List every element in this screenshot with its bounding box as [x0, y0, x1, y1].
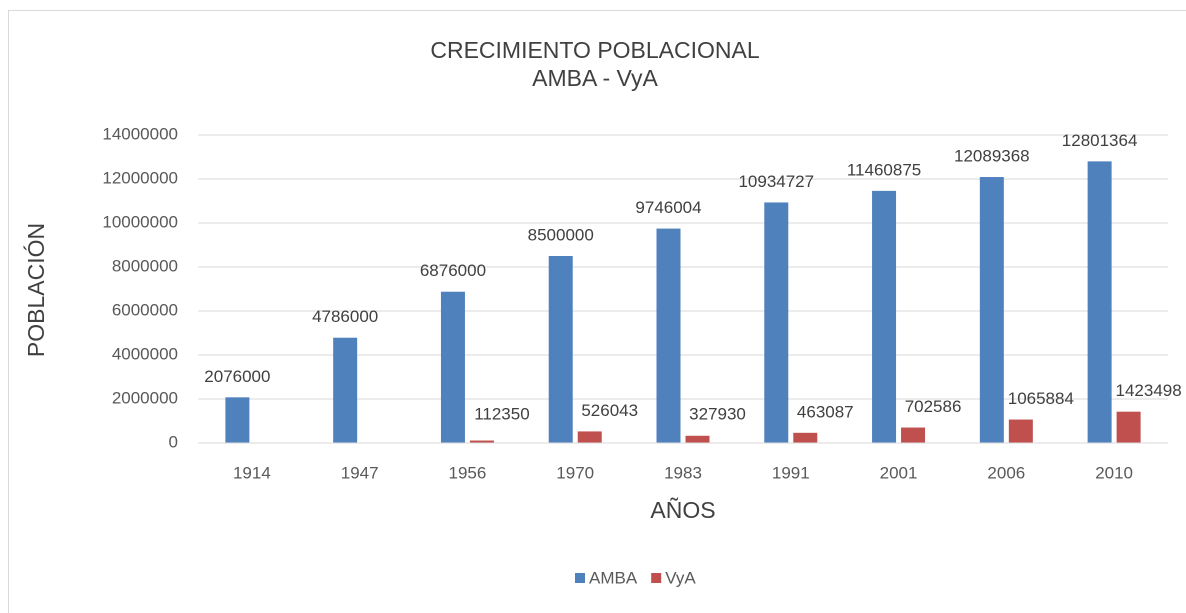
bar — [1116, 411, 1141, 443]
data-label: 1423498 — [1116, 381, 1182, 400]
y-tick-label: 0 — [169, 432, 178, 451]
data-label: 6876000 — [420, 261, 486, 280]
y-tick-label: 10000000 — [102, 212, 178, 231]
chart-title: CRECIMIENTO POBLACIONAL — [430, 37, 760, 63]
data-label: 112350 — [474, 404, 529, 423]
chart-border — [8, 10, 1186, 613]
data-label: 12801364 — [1062, 131, 1138, 150]
x-tick-label: 1956 — [449, 463, 487, 482]
bar — [764, 202, 789, 443]
y-tick-label: 12000000 — [102, 168, 178, 187]
data-label: 10934727 — [738, 172, 814, 191]
y-tick-label: 4000000 — [112, 344, 178, 363]
y-tick-label: 6000000 — [112, 300, 178, 319]
data-label: 1065884 — [1008, 389, 1074, 408]
data-label: 4786000 — [312, 307, 378, 326]
x-tick-label: 2001 — [880, 463, 918, 482]
bar — [225, 397, 250, 443]
bar — [872, 190, 897, 443]
bar — [469, 440, 494, 443]
x-tick-label: 1983 — [664, 463, 702, 482]
y-axis-title: POBLACIÓN — [23, 223, 49, 357]
data-label: 702586 — [905, 397, 962, 416]
y-tick-label: 2000000 — [112, 388, 178, 407]
y-tick-label: 8000000 — [112, 256, 178, 275]
bar — [685, 435, 710, 443]
data-label: 8500000 — [528, 225, 594, 244]
bar — [1087, 161, 1112, 443]
legend-label: VyA — [665, 568, 696, 587]
bar — [577, 431, 602, 443]
bar — [901, 427, 926, 443]
y-tick-label: 14000000 — [102, 124, 178, 143]
bar — [440, 291, 465, 443]
data-label: 463087 — [797, 402, 854, 421]
bar — [333, 337, 358, 443]
chart-subtitle: AMBA - VyA — [532, 65, 658, 91]
bar — [548, 256, 573, 443]
x-tick-label: 2010 — [1095, 463, 1133, 482]
bar — [1008, 419, 1033, 443]
x-tick-label: 1970 — [556, 463, 594, 482]
bar — [656, 228, 681, 443]
x-tick-label: 2006 — [987, 463, 1025, 482]
x-tick-label: 1991 — [772, 463, 810, 482]
legend-swatch — [575, 573, 585, 583]
x-axis-title: AÑOS — [650, 497, 715, 523]
data-label: 2076000 — [204, 367, 270, 386]
data-label: 526043 — [581, 401, 638, 420]
legend-label: AMBA — [589, 568, 638, 587]
data-label: 9746004 — [635, 198, 701, 217]
data-label: 12089368 — [954, 147, 1030, 166]
x-tick-label: 1947 — [341, 463, 379, 482]
x-tick-label: 1914 — [233, 463, 271, 482]
data-label: 327930 — [689, 404, 746, 423]
bar — [979, 177, 1004, 443]
bar — [793, 432, 818, 443]
data-label: 11460875 — [847, 160, 921, 179]
legend-swatch — [651, 573, 662, 583]
